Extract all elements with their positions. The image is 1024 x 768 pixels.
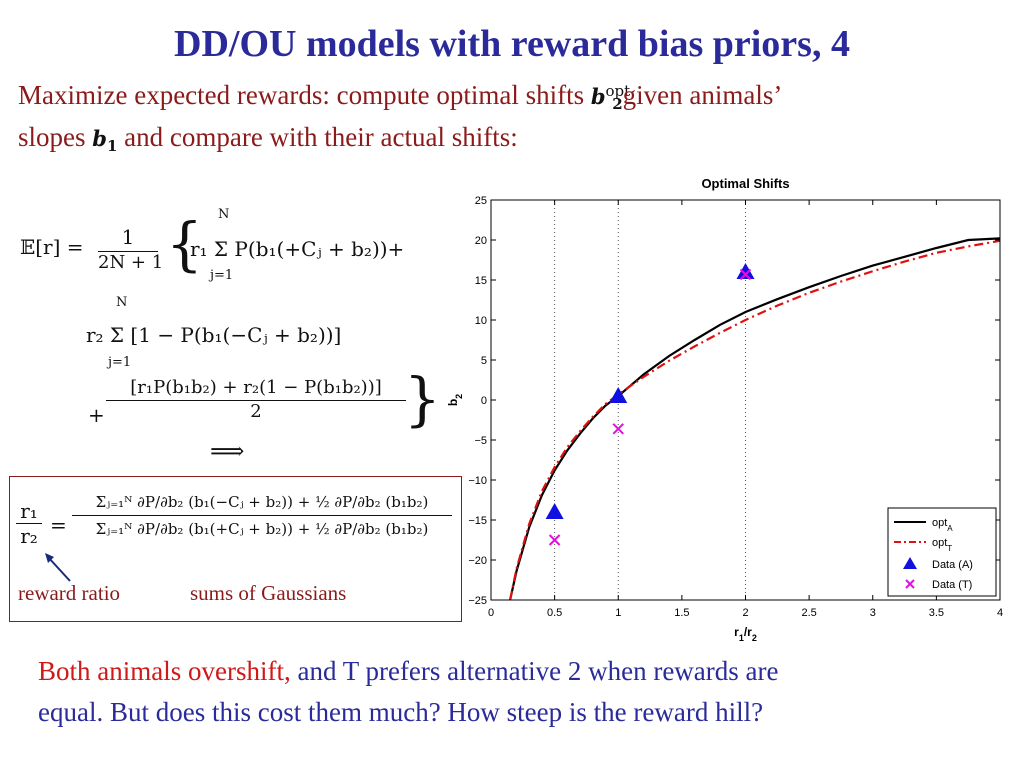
vertical-dotted-lines: [554, 200, 746, 600]
legend-dataA-label: Data (A): [932, 559, 973, 571]
data-t-point: [739, 268, 752, 281]
left-brace: {: [166, 210, 203, 278]
x-tick-label: 3: [870, 607, 876, 619]
x-tick-label: 2.5: [801, 607, 816, 619]
b1-symbol: b1: [92, 126, 118, 156]
y-tick-label: 15: [475, 275, 487, 287]
series-line-optA: [509, 237, 1000, 600]
expected-reward-formula: 𝔼[r] = 1 2N + 1 { N j=1 r₁ Σ P(b₁(+Cⱼ + …: [20, 205, 450, 470]
chart-title: Optimal Shifts: [701, 176, 789, 191]
y-tick-label: 20: [475, 235, 487, 247]
x-tick-label: 2: [742, 607, 748, 619]
data-t-point: [548, 534, 561, 546]
legend: optA optT Data (A) Data (T): [887, 507, 997, 597]
sum2-bottom: j=1: [108, 355, 132, 370]
eq1-frac-num: 1: [98, 225, 158, 252]
eq1-frac-den: 2N + 1: [98, 252, 164, 273]
x-tick-label: 4: [997, 607, 1003, 619]
y-tick-label: 10: [475, 315, 487, 327]
ratio-lhs-num: r₁: [16, 499, 42, 524]
eq3-den: 2: [250, 401, 262, 422]
eq1-lhs: 𝔼[r] =: [20, 235, 84, 259]
caption-sums-of-gaussians: sums of Gaussians: [190, 581, 347, 605]
bottom-red-phrase: Both animals overshift,: [38, 656, 291, 686]
optimal-shifts-chart: 0 0.5 1 1.5 2 2.5 3 3.5 4 −25 −20 −15 −10 −5 0 5 10 15 20 2…: [446, 176, 1003, 643]
x-tick-label: 3.5: [929, 607, 944, 619]
x-tick-label: 0: [488, 607, 494, 619]
ratio-den: Σⱼ₌₁ᴺ ∂P/∂b₂ (b₁(+Cⱼ + b₂)) + ½ ∂P/∂b₂ (…: [95, 520, 429, 538]
y-tick-label: −25: [468, 595, 487, 607]
b2-opt-symbol: bopt2: [590, 82, 631, 114]
sum2-top: N: [116, 295, 128, 310]
intro-text-part2: given animals’: [622, 80, 783, 110]
eq1-fraction: 1 2N + 1: [98, 225, 164, 273]
y-tick-label: 5: [481, 355, 487, 367]
tick-layer: 0 0.5 1 1.5 2 2.5 3 3.5 4 −25 −20 −15 −10 −5 0 5 10 15 20 2…: [468, 195, 1003, 619]
data-a-point: [736, 263, 755, 279]
intro-text-part1: Maximize expected rewards: compute optim…: [18, 80, 585, 110]
x-tick-label: 0.5: [547, 607, 562, 619]
bottom-line-1: Both animals overshift, and T prefers al…: [38, 656, 779, 687]
legend-optT-label: optT: [932, 537, 952, 553]
legend-dataT-label: Data (T): [932, 579, 972, 591]
reward-ratio-box: r₁ r₂ = Σⱼ₌₁ᴺ ∂P/∂b₂ (b₁(−Cⱼ + b₂)) + ½ …: [9, 476, 462, 622]
x-tick-label: 1.5: [674, 607, 689, 619]
y-tick-label: −15: [468, 515, 487, 527]
bottom-rest-phrase: and T prefers alternative 2 when rewards…: [290, 656, 779, 686]
x-tick-label: 1: [615, 607, 621, 619]
ratio-arrow-icon: [45, 553, 71, 582]
eq3-fraction: [r₁P(b₁b₂) + r₂(1 − P(b₁b₂))] 2: [106, 377, 406, 422]
data-t-point: [612, 423, 624, 435]
ratio-lhs: r₁ r₂: [16, 499, 42, 548]
eq3-num: [r₁P(b₁b₂) + r₂(1 − P(b₁b₂))]: [106, 377, 406, 401]
series-layer: [509, 237, 1000, 600]
right-brace: }: [404, 365, 441, 433]
legend-dataA-marker: [903, 557, 917, 569]
ratio-lhs-den: r₂: [20, 524, 38, 548]
y-tick-label: −10: [468, 475, 487, 487]
ratio-num: Σⱼ₌₁ᴺ ∂P/∂b₂ (b₁(−Cⱼ + b₂)) + ½ ∂P/∂b₂ (…: [72, 493, 452, 516]
y-tick-label: −5: [474, 435, 487, 447]
data-a-point: [545, 503, 564, 519]
ratio-equals: =: [50, 513, 67, 537]
eq3-plus: +: [88, 403, 105, 427]
slide-title: DD/OU models with reward bias priors, 4: [174, 23, 850, 65]
intro-text-part3: slopes: [18, 122, 86, 152]
y-tick-label: 25: [475, 195, 487, 207]
bottom-line-2: equal. But does this cost them much? How…: [38, 697, 764, 727]
x-axis-label: r1/r2: [734, 625, 757, 643]
ratio-fraction: Σⱼ₌₁ᴺ ∂P/∂b₂ (b₁(−Cⱼ + b₂)) + ½ ∂P/∂b₂ (…: [72, 493, 452, 538]
intro-text-part4: and compare with their actual shifts:: [124, 122, 518, 152]
sum1-top: N: [218, 207, 230, 222]
intro-line-1: Maximize expected rewards: compute optim…: [18, 80, 782, 113]
eq1-body: r₁ Σ P(b₁(+Cⱼ + b₂))+: [190, 237, 405, 261]
caption-reward-ratio: reward ratio: [18, 581, 121, 605]
implies-arrow: ⟹: [210, 437, 245, 465]
series-line-optT: [509, 239, 1000, 600]
sum1-bottom: j=1: [210, 268, 234, 283]
y-tick-label: 0: [481, 395, 487, 407]
y-tick-label: −20: [468, 555, 487, 567]
legend-dataT-marker: [905, 579, 915, 589]
data-a-point: [609, 387, 628, 403]
intro-line-2: slopes b1 and compare with their actual …: [18, 122, 518, 155]
y-axis-label: b2: [446, 394, 464, 406]
eq2-body: r₂ Σ [1 − P(b₁(−Cⱼ + b₂))]: [86, 323, 342, 347]
legend-optA-label: optA: [932, 517, 953, 533]
